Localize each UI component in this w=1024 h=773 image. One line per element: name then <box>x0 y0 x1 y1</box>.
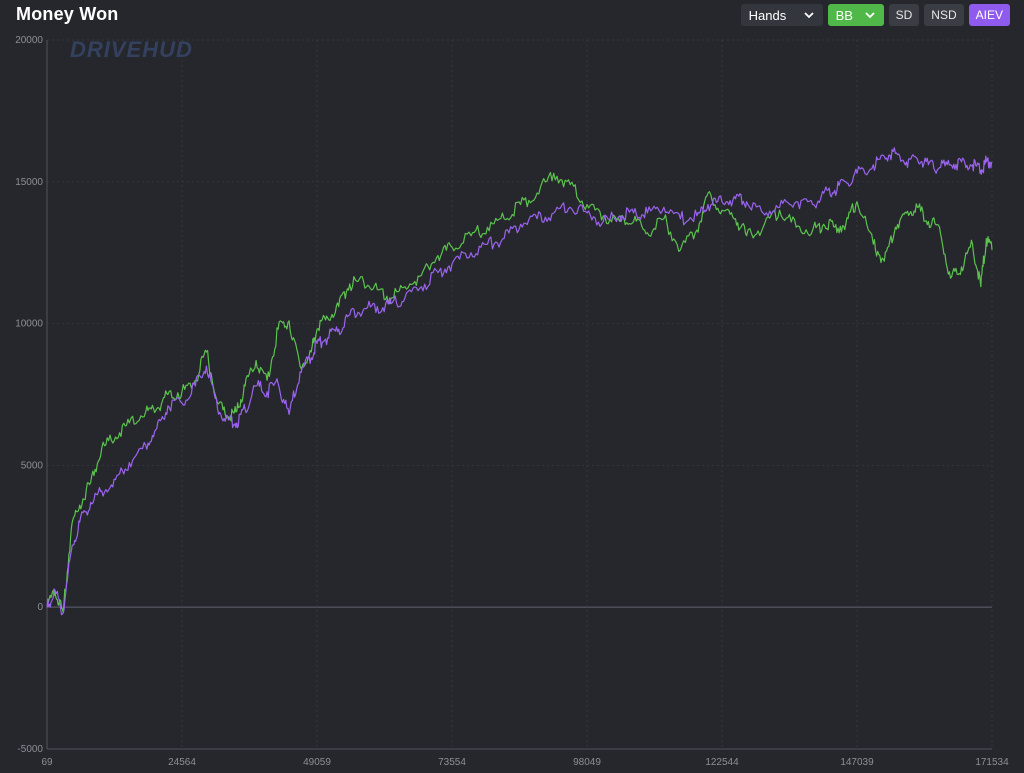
nsd-toggle[interactable]: NSD <box>924 4 964 26</box>
x-axis-dropdown[interactable]: Hands <box>740 4 823 26</box>
aiev-toggle[interactable]: AIEV <box>968 4 1010 26</box>
unit-dropdown[interactable]: BB <box>827 4 884 26</box>
x-axis-dropdown-label: Hands <box>748 7 787 23</box>
chart-toolbar: Hands BB SD NSD AIEV <box>740 4 1010 26</box>
page-title: Money Won <box>16 4 119 24</box>
y-tick-label: 0 <box>37 602 43 613</box>
watermark-logo: DRIVEHUD <box>70 37 193 62</box>
allin-ev-line <box>46 147 993 616</box>
grid <box>46 39 993 750</box>
axes: -5000 0 5000 10000 15000 20000 69 24564 49059 735… <box>15 35 1009 768</box>
x-tick-label: 147039 <box>840 757 874 768</box>
x-tick-label: 24564 <box>168 757 196 768</box>
y-tick-label: 15000 <box>15 177 43 188</box>
chevron-down-icon <box>864 12 875 19</box>
unit-dropdown-label: BB <box>835 7 853 23</box>
x-tick-label: 73554 <box>438 757 466 768</box>
y-tick-label: 10000 <box>15 319 43 330</box>
x-tick-label: 98049 <box>573 757 601 768</box>
x-tick-label: 122544 <box>705 757 739 768</box>
x-tick-label: 69 <box>41 757 53 768</box>
x-tick-label: 49059 <box>303 757 331 768</box>
sd-toggle[interactable]: SD <box>888 4 920 26</box>
chevron-down-icon <box>803 12 814 19</box>
x-tick-label: 171534 <box>975 757 1009 768</box>
y-tick-label: 5000 <box>21 460 44 471</box>
y-tick-label: -5000 <box>17 744 43 755</box>
net-won-line <box>46 171 993 614</box>
y-tick-label: 20000 <box>15 35 43 46</box>
series <box>46 147 993 616</box>
